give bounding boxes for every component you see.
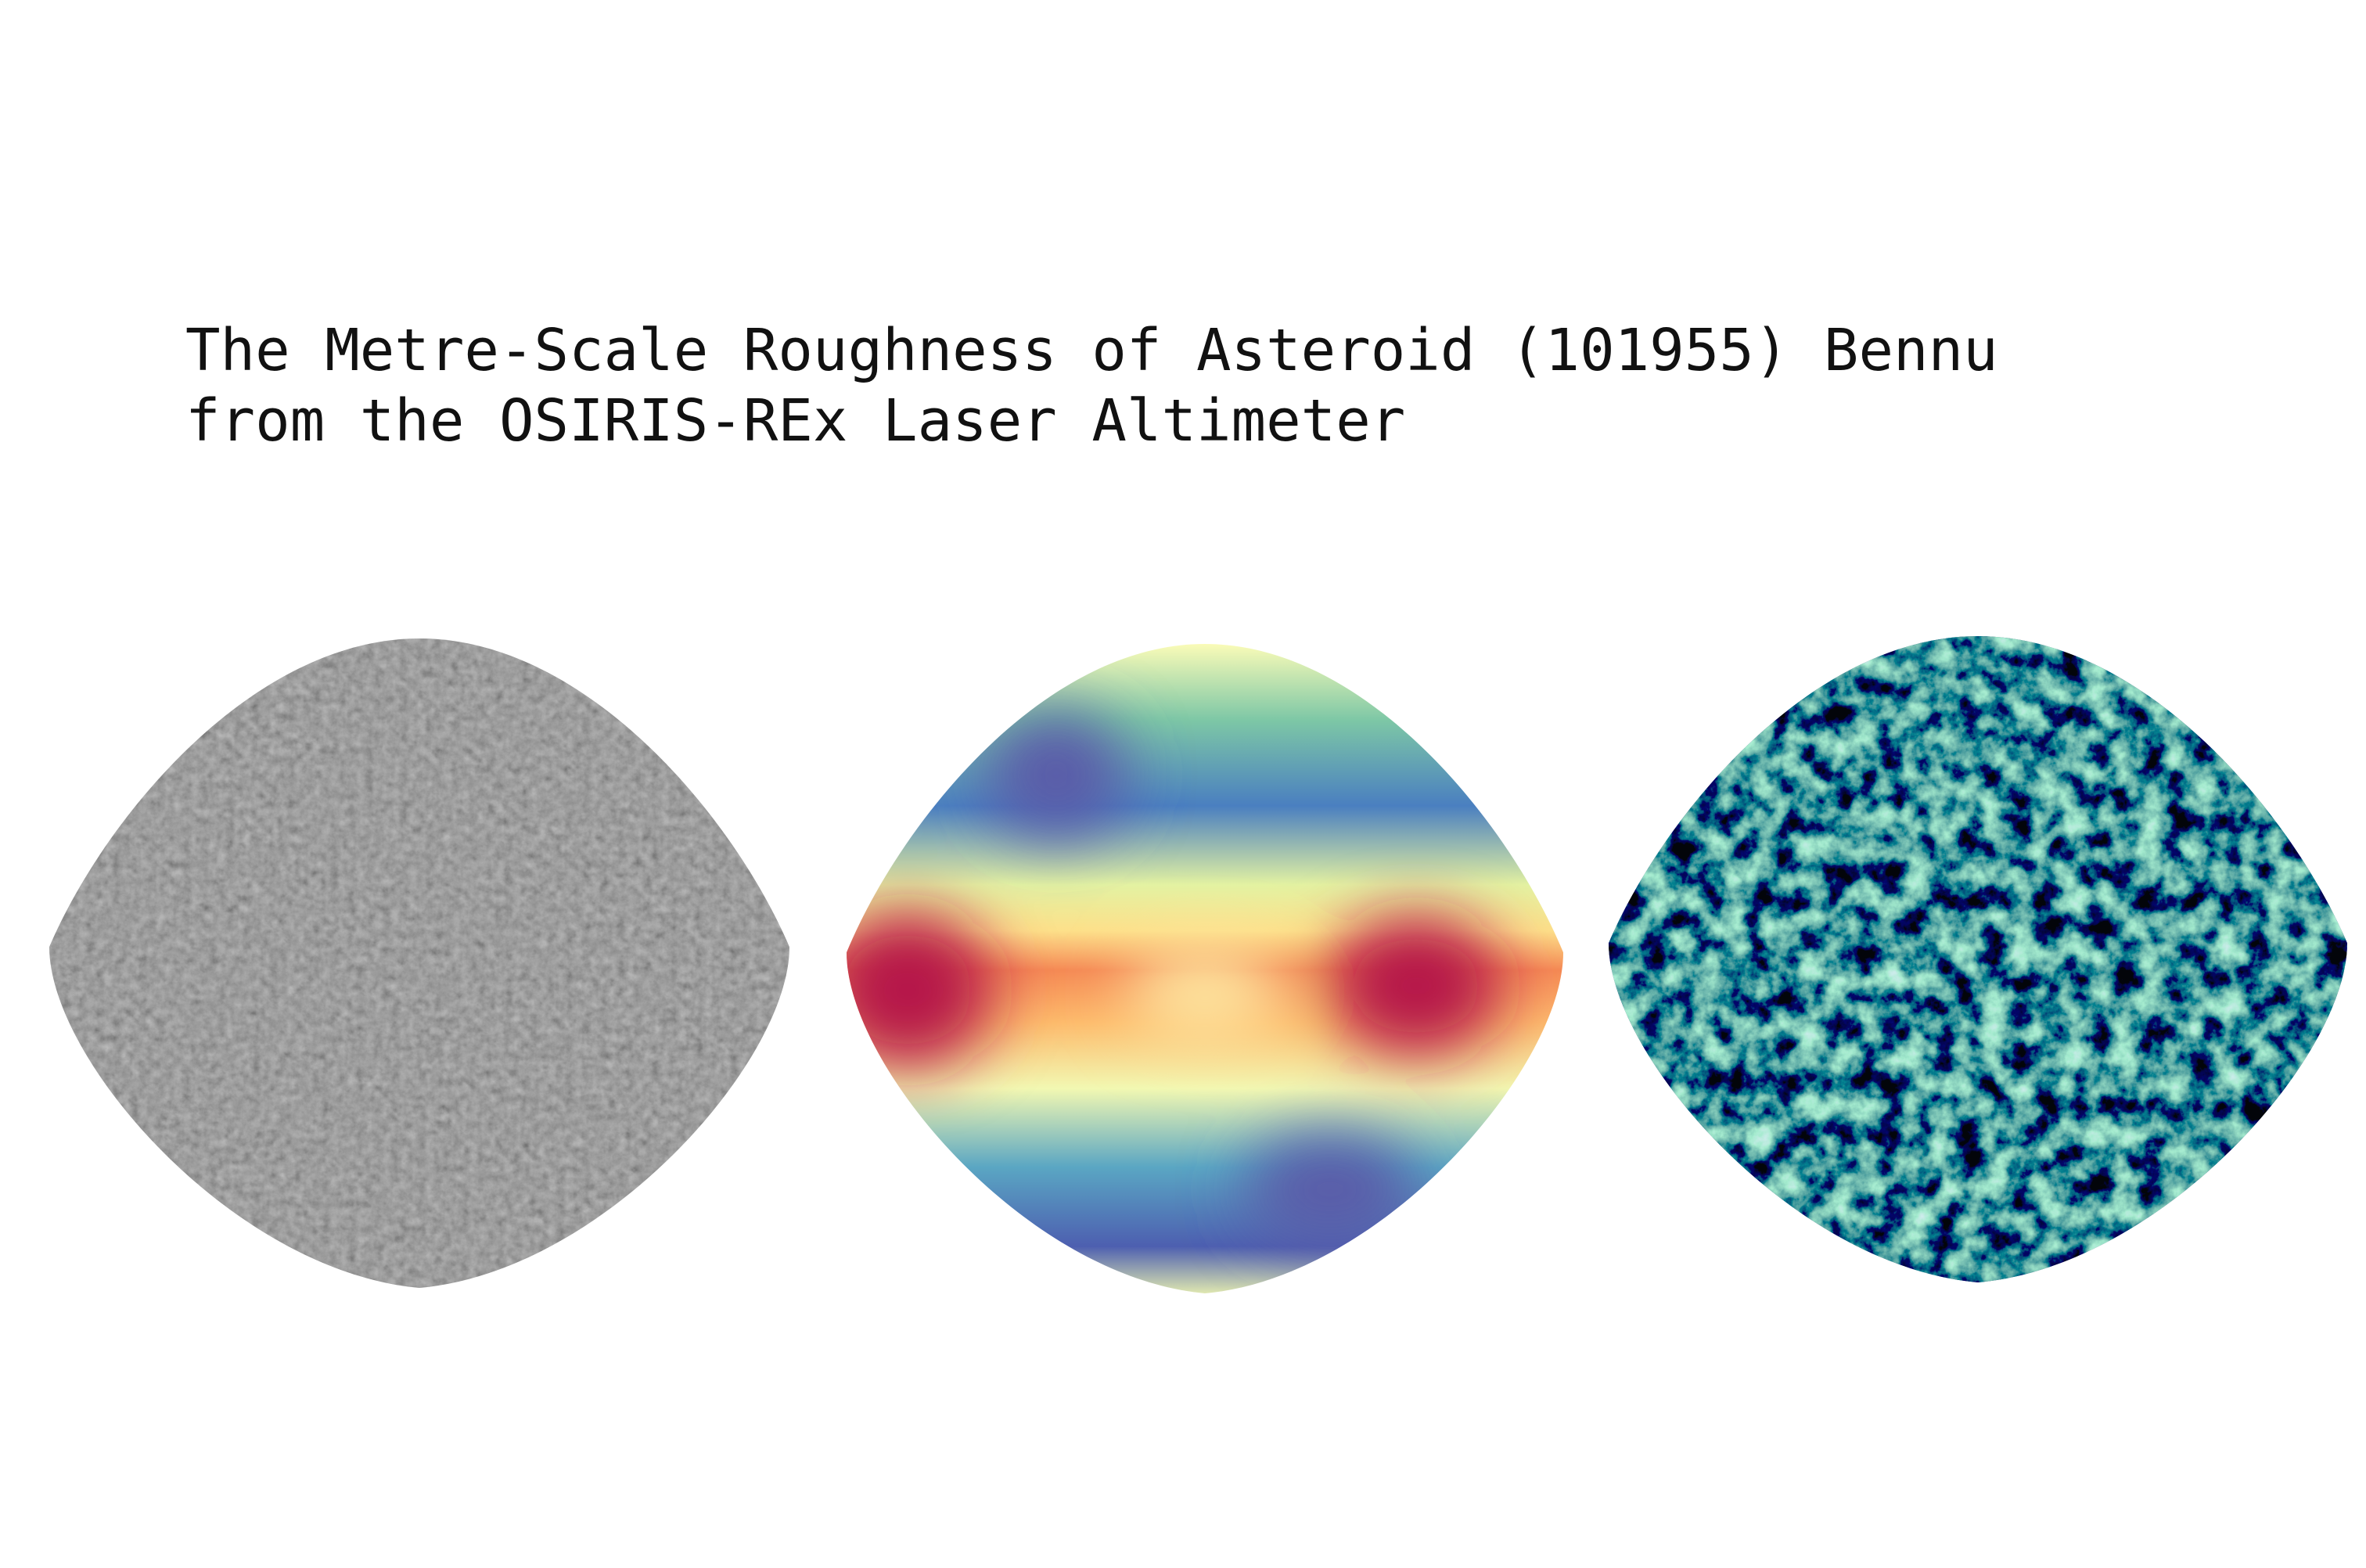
title-line: The Metre-Scale Roughness of Asteroid (1… [185, 317, 1998, 384]
asteroid-elevation-map [847, 644, 1563, 1293]
asteroid-photo [49, 638, 789, 1288]
asteroid-roughness-map [1609, 636, 2347, 1282]
title-line: from the OSIRIS-REx Laser Altimeter [185, 387, 1405, 455]
